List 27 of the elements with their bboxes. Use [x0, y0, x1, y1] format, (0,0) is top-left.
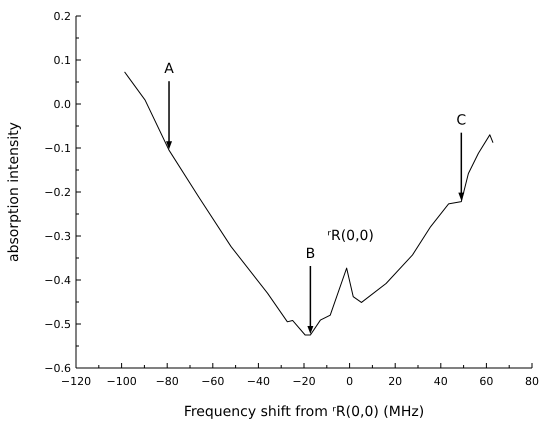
- x-tick-label: 0: [346, 375, 354, 388]
- annotation: B: [306, 246, 316, 262]
- x-tick-label: 20: [388, 375, 402, 388]
- x-tick-label: 40: [434, 375, 448, 388]
- x-axis-title: Frequency shift from ʳR(0,0) (MHz): [184, 404, 424, 420]
- line-series: [124, 71, 494, 336]
- x-tick-label: 80: [525, 375, 539, 388]
- y-tick-label: −0.4: [44, 274, 71, 287]
- annotation: C: [456, 112, 466, 129]
- y-tick-label: −0.5: [44, 318, 71, 331]
- y-tick-label: −0.3: [44, 230, 71, 243]
- x-tick-label: −80: [156, 375, 179, 388]
- x-tick-label: −20: [292, 375, 316, 388]
- x-tick-label: 60: [479, 375, 494, 388]
- y-axis-title: absorption intensity: [6, 122, 22, 262]
- y-tick-label: −0.2: [44, 186, 71, 199]
- y-tick-label: 0.1: [54, 54, 71, 67]
- annotation: A: [164, 61, 174, 78]
- x-tick-label: −60: [201, 375, 224, 388]
- y-tick-label: −0.1: [44, 142, 71, 155]
- x-tick-label: −120: [60, 375, 92, 388]
- y-tick-label: −0.6: [44, 362, 71, 375]
- x-tick-label: −100: [106, 375, 137, 388]
- x-tick-label: −40: [246, 375, 270, 388]
- annotation: ʳR(0,0): [327, 228, 374, 244]
- y-tick-label: 0.2: [54, 10, 71, 23]
- y-tick-label: 0.0: [54, 98, 71, 111]
